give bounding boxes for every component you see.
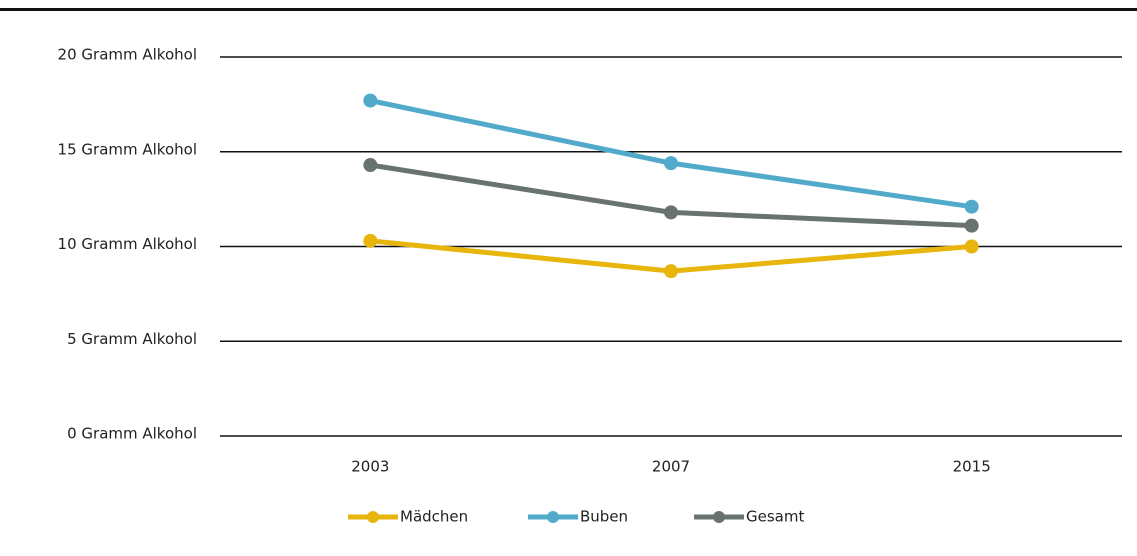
legend-marker	[713, 511, 725, 523]
data-point	[664, 156, 678, 171]
legend-label: Buben	[580, 508, 628, 526]
data-point	[964, 199, 979, 214]
data-point	[964, 218, 979, 233]
data-point	[363, 158, 378, 173]
series-line	[369, 98, 973, 210]
y-tick-label: 20 Gramm Alkohol	[58, 46, 197, 64]
legend-label: Gesamt	[746, 508, 804, 526]
x-tick-label: 2007	[652, 458, 690, 476]
y-tick-label: 10 Gramm Alkohol	[58, 235, 197, 253]
legend-label: Mädchen	[400, 508, 468, 526]
legend-marker	[547, 511, 559, 523]
data-point	[964, 239, 979, 254]
data-point	[363, 93, 378, 108]
legend-marker	[367, 511, 379, 523]
x-tick-label: 2003	[351, 458, 389, 476]
x-tick-label: 2015	[953, 458, 991, 476]
y-tick-label: 5 Gramm Alkohol	[67, 330, 197, 348]
data-point	[363, 233, 378, 248]
data-point	[664, 205, 678, 220]
y-tick-label: 15 Gramm Alkohol	[58, 140, 197, 158]
data-point	[664, 264, 678, 279]
y-tick-label: 0 Gramm Alkohol	[67, 425, 197, 443]
top-rule	[0, 8, 1137, 11]
